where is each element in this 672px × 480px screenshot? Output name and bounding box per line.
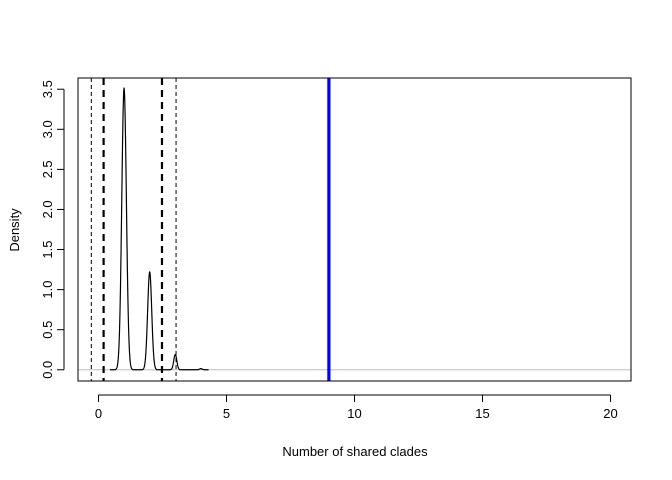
x-tick-label: 5 (223, 406, 230, 421)
density-curve (110, 86, 209, 371)
x-tick-label: 20 (603, 406, 617, 421)
y-tick-label: 1.0 (40, 281, 55, 299)
x-tick-label: 15 (475, 406, 489, 421)
y-tick-label: 1.5 (40, 241, 55, 259)
x-tick-label: 0 (95, 406, 102, 421)
y-tick-label: 3.5 (40, 80, 55, 98)
x-tick-label: 10 (347, 406, 361, 421)
plot-frame (77, 77, 632, 382)
y-tick-label: 0.5 (40, 321, 55, 339)
y-tick-label: 2.0 (40, 200, 55, 218)
y-tick-label: 3.0 (40, 120, 55, 138)
y-tick-label: 0.0 (40, 361, 55, 379)
plot-area (78, 78, 631, 381)
y-axis: 0.0 0.5 1.0 1.5 2.0 2.5 3.0 3.5 (40, 80, 65, 379)
x-axis-label: Number of shared clades (282, 444, 428, 459)
y-tick-label: 2.5 (40, 160, 55, 178)
y-axis-label: Density (7, 208, 22, 252)
x-axis: 0 5 10 15 20 (95, 394, 618, 421)
